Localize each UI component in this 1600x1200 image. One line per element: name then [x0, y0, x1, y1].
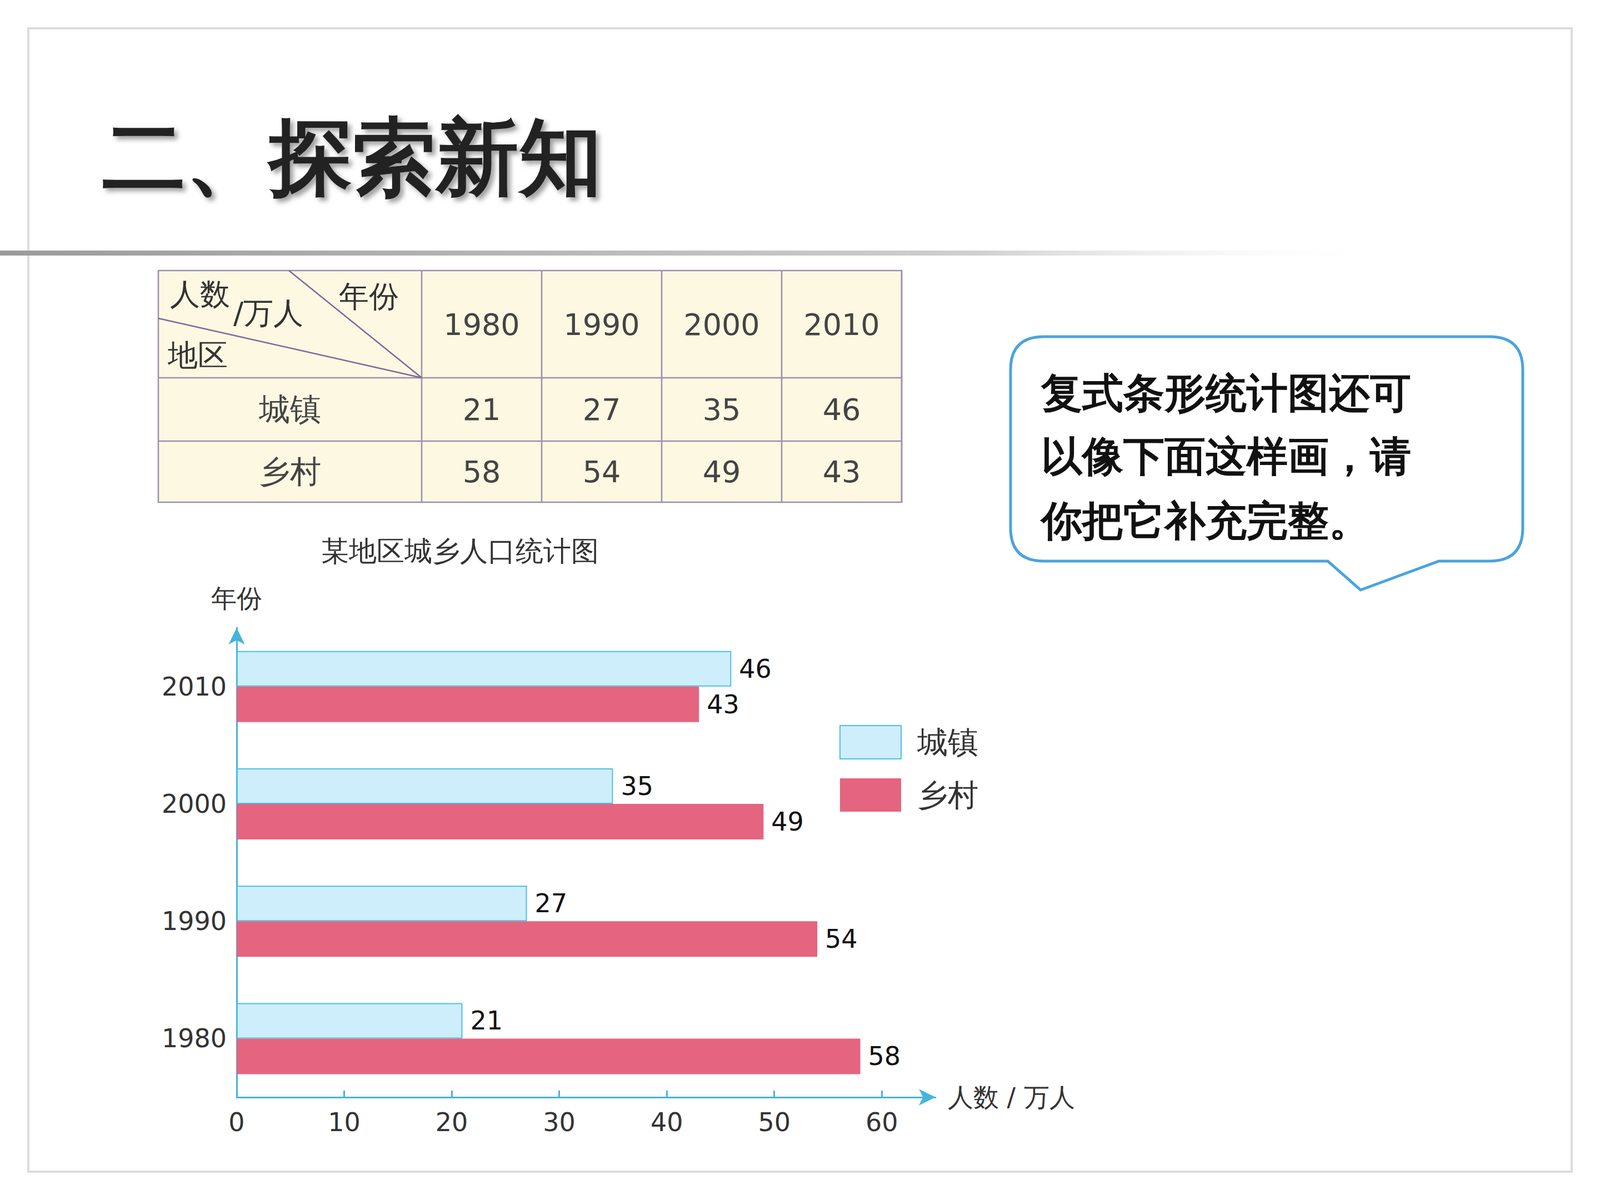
svg-text:复式条形统计图还可: 复式条形统计图还可: [1040, 368, 1412, 417]
svg-text:2010: 2010: [803, 307, 880, 343]
svg-text:30: 30: [542, 1107, 576, 1138]
svg-text:43: 43: [706, 689, 740, 720]
svg-text:城镇: 城镇: [916, 724, 979, 760]
svg-text:二、探索新知: 二、探索新知: [102, 108, 603, 206]
svg-text:60: 60: [865, 1107, 899, 1138]
svg-text:年份: 年份: [338, 278, 399, 314]
svg-text:27: 27: [582, 392, 622, 428]
svg-text:1980: 1980: [443, 307, 520, 343]
svg-text:40: 40: [650, 1107, 684, 1138]
svg-text:43: 43: [822, 454, 862, 490]
svg-text:58: 58: [462, 454, 502, 490]
svg-text:27: 27: [535, 888, 568, 919]
svg-text:人数: 人数: [170, 276, 230, 312]
svg-text:人数 / 万人: 人数 / 万人: [947, 1082, 1075, 1113]
svg-text:/万人: /万人: [233, 295, 304, 331]
svg-text:某地区城乡人口统计图: 某地区城乡人口统计图: [321, 535, 599, 568]
svg-text:2010: 2010: [161, 671, 227, 702]
svg-text:58: 58: [868, 1041, 902, 1072]
svg-text:54: 54: [825, 923, 858, 954]
svg-text:年份: 年份: [211, 583, 263, 614]
svg-text:1990: 1990: [161, 906, 227, 937]
svg-text:49: 49: [771, 806, 804, 837]
svg-text:你把它补充完整。: 你把它补充完整。: [1039, 496, 1370, 545]
svg-text:10: 10: [327, 1107, 361, 1138]
svg-text:1980: 1980: [161, 1023, 227, 1054]
svg-text:46: 46: [822, 392, 862, 428]
svg-text:21: 21: [470, 1005, 503, 1036]
svg-text:35: 35: [620, 771, 654, 802]
svg-text:城镇: 城镇: [258, 391, 322, 428]
svg-text:2000: 2000: [161, 788, 227, 819]
svg-text:20: 20: [435, 1107, 469, 1138]
svg-text:35: 35: [702, 392, 742, 428]
svg-text:0: 0: [228, 1107, 245, 1138]
svg-text:21: 21: [462, 392, 502, 428]
svg-text:以像下面这样画，请: 以像下面这样画，请: [1041, 432, 1412, 480]
svg-text:54: 54: [582, 454, 622, 490]
svg-text:乡村: 乡村: [917, 777, 979, 813]
svg-text:46: 46: [738, 653, 772, 684]
svg-text:1990: 1990: [563, 307, 640, 343]
svg-text:乡村: 乡村: [258, 453, 322, 490]
svg-text:地区: 地区: [167, 337, 228, 373]
svg-text:2000: 2000: [683, 307, 760, 343]
svg-text:50: 50: [757, 1107, 791, 1138]
svg-text:49: 49: [702, 454, 742, 490]
